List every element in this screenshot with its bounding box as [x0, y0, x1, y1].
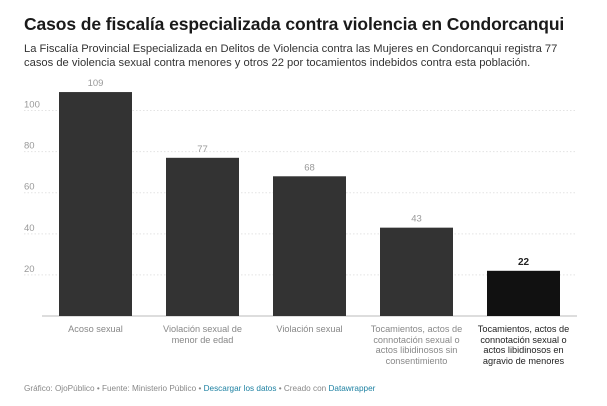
- bars: [59, 92, 560, 317]
- y-tick-label: 40: [24, 223, 35, 234]
- bar-value-label: 22: [518, 257, 530, 268]
- x-category-label: Tocamientos, actos de connotación sexual…: [477, 324, 570, 366]
- datawrapper-link[interactable]: Datawrapper: [328, 384, 376, 393]
- bar-value-label: 68: [304, 162, 315, 173]
- bar: [487, 270, 560, 316]
- y-tick-label: 60: [24, 182, 35, 193]
- x-category-label: Violación sexual: [276, 324, 343, 334]
- bar: [59, 92, 132, 317]
- bar-value-label: 43: [411, 214, 422, 225]
- y-tick-label: 100: [24, 100, 40, 111]
- x-category-label: Violación sexual de menor de edad: [163, 324, 242, 345]
- footer-sep-1: •: [96, 384, 102, 393]
- y-tick-label: 80: [24, 141, 35, 152]
- bar: [166, 157, 239, 316]
- footer-chart-by: Gráfico: OjoPúblico: [24, 384, 95, 393]
- bar: [273, 176, 346, 316]
- x-category-label: Tocamientos, actos de connotación sexual…: [370, 324, 463, 366]
- chart-title: Casos de fiscalía especializada contra v…: [24, 14, 565, 34]
- x-category-label: Acoso sexual: [68, 324, 123, 334]
- y-tick-label: 20: [24, 264, 35, 275]
- footer-created-with: Creado con: [283, 384, 327, 393]
- download-data-link[interactable]: Descargar los datos: [203, 384, 277, 393]
- bar-value-label: 77: [197, 144, 208, 155]
- footer-source: Fuente: Ministerio Público: [101, 384, 197, 393]
- bar-value-label: 109: [88, 78, 104, 89]
- chart-subtitle: La Fiscalía Provincial Especializada en …: [24, 43, 558, 69]
- bar: [380, 227, 453, 316]
- value-labels: 109 77 68 43 22: [88, 78, 530, 268]
- footer-sep-3: •: [278, 384, 284, 393]
- footer-sep-2: •: [198, 384, 204, 393]
- chart-footer: Gráfico: OjoPúblico • Fuente: Ministerio…: [24, 384, 375, 393]
